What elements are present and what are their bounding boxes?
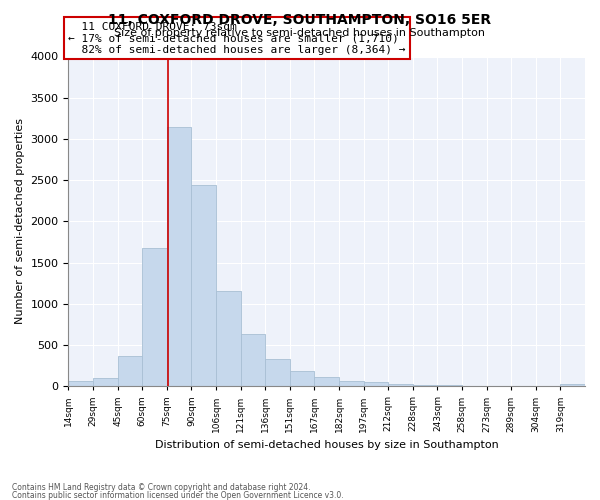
Bar (388, 384, 413, 386)
Y-axis label: Number of semi-detached properties: Number of semi-detached properties (15, 118, 25, 324)
Bar (167, 126, 191, 386)
Bar (118, 356, 142, 386)
X-axis label: Distribution of semi-detached houses by size in Southampton: Distribution of semi-detached houses by … (155, 440, 499, 450)
Text: Contains HM Land Registry data © Crown copyright and database right 2024.: Contains HM Land Registry data © Crown c… (12, 483, 311, 492)
Text: Contains public sector information licensed under the Open Government Licence v3: Contains public sector information licen… (12, 490, 344, 500)
Text: 11, COXFORD DROVE, SOUTHAMPTON, SO16 5ER: 11, COXFORD DROVE, SOUTHAMPTON, SO16 5ER (109, 12, 491, 26)
Bar (314, 377, 339, 386)
Bar (241, 334, 265, 386)
Bar (560, 384, 585, 386)
Bar (265, 359, 290, 386)
Bar (216, 290, 241, 386)
Bar (93, 378, 118, 386)
Bar (339, 382, 364, 386)
Bar (191, 185, 216, 386)
Bar (413, 385, 437, 386)
Bar (290, 371, 314, 386)
Bar (142, 248, 167, 386)
Text: 11 COXFORD DROVE: 73sqm
← 17% of semi-detached houses are smaller (1,710)
  82% : 11 COXFORD DROVE: 73sqm ← 17% of semi-de… (68, 22, 406, 55)
Bar (364, 382, 388, 386)
Text: Size of property relative to semi-detached houses in Southampton: Size of property relative to semi-detach… (115, 28, 485, 38)
Bar (68, 381, 93, 386)
